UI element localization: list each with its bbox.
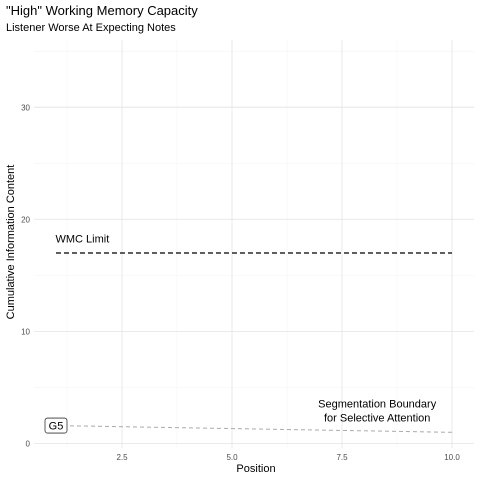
x-axis-label: Position: [236, 463, 275, 475]
series-layer: [55, 252, 453, 433]
annotation-line: Segmentation Boundary: [318, 399, 437, 411]
x-tick-label: 5.0: [226, 453, 238, 462]
chart-title: "High" Working Memory Capacity: [6, 3, 198, 18]
y-axis-label: Cumulative Information Content: [5, 165, 17, 320]
y-tick-label: 30: [21, 103, 30, 112]
annotation-line: WMC Limit: [56, 233, 110, 245]
annotation-line: for Selective Attention: [324, 413, 430, 425]
annotation-label: WMC Limit: [56, 233, 110, 245]
x-tick-label: 7.5: [336, 453, 348, 462]
annotation-box: [44, 417, 68, 434]
annotation-layer: WMC Limit Segmentation Boundary for Select…: [44, 233, 437, 434]
series-line: [55, 425, 453, 433]
y-tick-label: 0: [26, 440, 31, 449]
x-tick-label: 10.0: [444, 453, 460, 462]
y-tick-label: 10: [21, 327, 30, 336]
x-tick-label: 2.5: [116, 453, 128, 462]
annotation-label: G5: [49, 421, 64, 433]
axes: 2.5 5.0 7.5 10.0 0 10 20 30: [21, 103, 460, 462]
annotation-label: Segmentation Boundary for Selective Atten…: [318, 399, 437, 425]
grid: [34, 40, 474, 448]
y-tick-label: 20: [21, 215, 30, 224]
chart-subtitle: Listener Worse At Expecting Notes: [6, 22, 176, 34]
